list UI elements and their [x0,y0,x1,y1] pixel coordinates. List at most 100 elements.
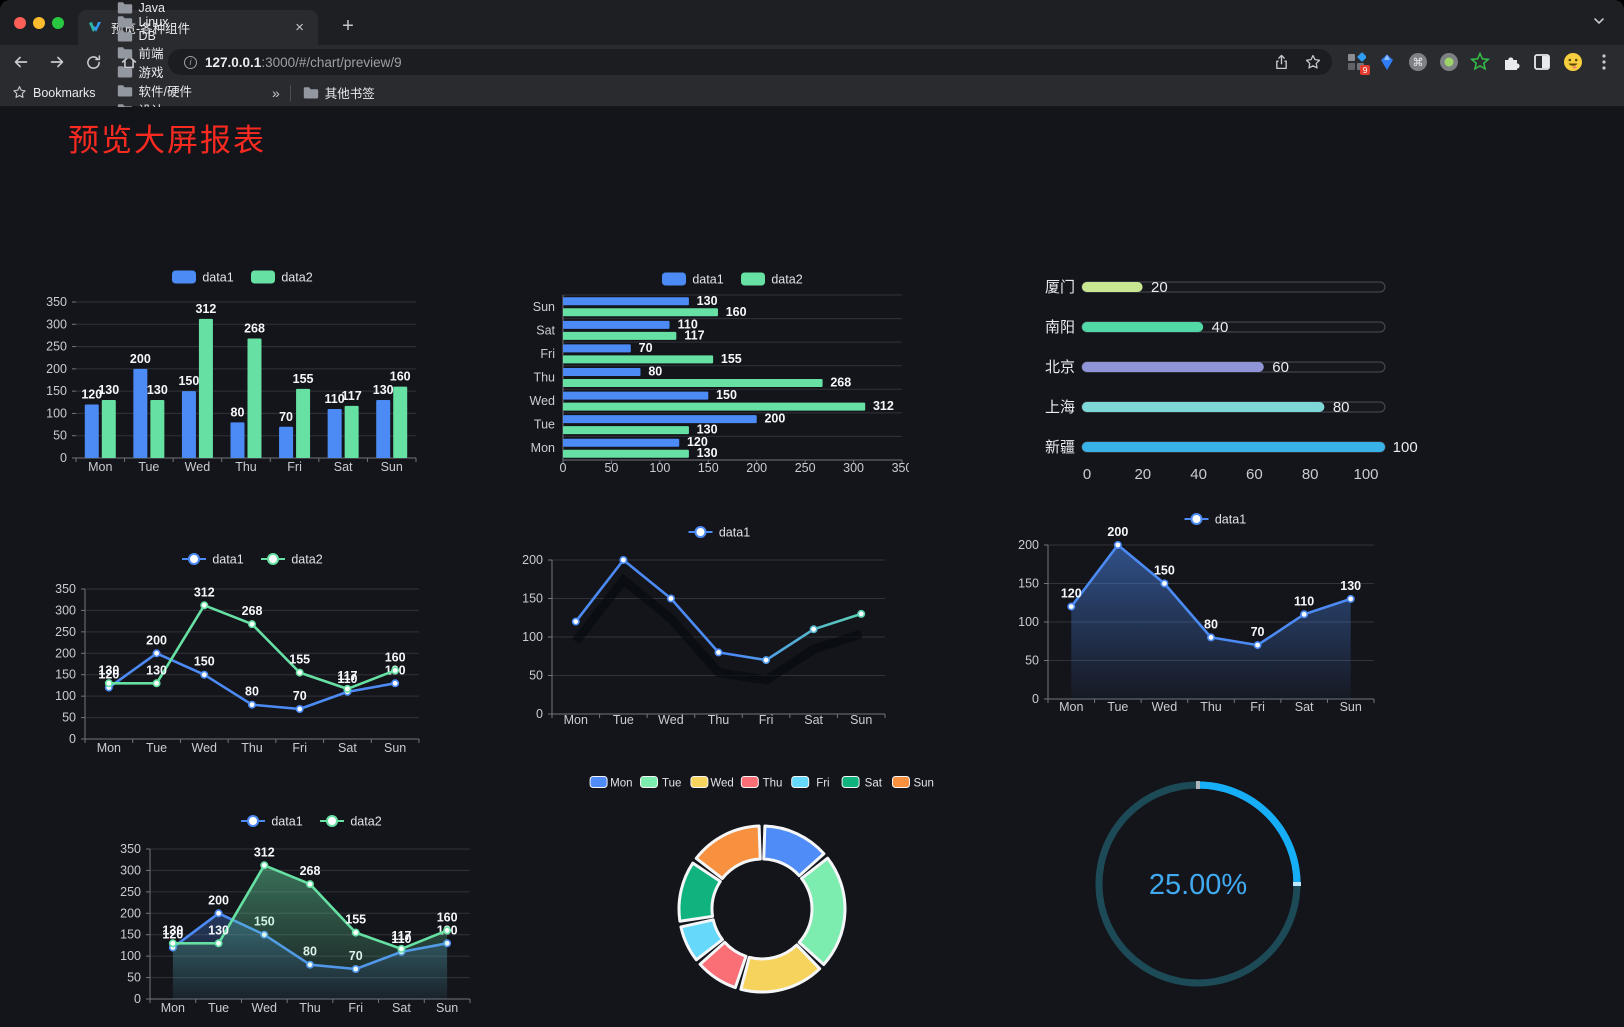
legend-item[interactable]: data1 [241,815,303,829]
extension-green-dot-icon[interactable] [1439,52,1459,72]
legend-item[interactable]: data1 [688,526,751,540]
legend-item[interactable]: data2 [251,270,313,285]
legend-item[interactable]: Tue [640,776,682,790]
forward-button[interactable] [42,48,72,76]
legend-item[interactable]: Wed [690,776,734,790]
legend-item[interactable]: data2 [320,815,382,829]
extension-puzzle-icon[interactable] [1501,52,1521,72]
chart-area-line-double[interactable]: data1 data2 0 50 100 150 200 250 300 350 Mon Tue Wed… [110,807,502,1021]
chart-donut[interactable]: Mon Tue Wed Thu Fri Sat Sun [578,770,952,1004]
line-series-data1[interactable]: 120 200 150 80 70 110 130 [1061,525,1361,699]
line-series-data2[interactable]: 130 130 312 268 155 117 160 [162,845,458,999]
legend-item[interactable]: data2 [261,553,323,567]
legend-item[interactable]: data1 [172,270,234,285]
bookmark-star-icon[interactable] [1304,53,1322,71]
legend-item[interactable]: data1 [662,272,724,287]
svg-text:80: 80 [1204,617,1218,631]
svg-text:312: 312 [873,399,894,413]
chart-horizontal-bar[interactable]: data1 data2 0 50 100 150 200 250 300 350 Sun Sat Fri… [505,262,912,476]
svg-text:Wed: Wed [185,460,211,474]
svg-text:60: 60 [1272,359,1289,376]
folder-icon [117,46,132,58]
window-close-button[interactable] [14,17,26,29]
tab-search-chevron-icon[interactable] [1592,14,1606,28]
bookmark-item[interactable]: Linux [117,15,249,29]
donut-slice-Sat[interactable] [677,861,722,923]
donut-slice-Thu[interactable] [698,940,748,990]
back-button[interactable] [6,48,36,76]
bar-series-data1[interactable]: 120 200 150 80 70 110 130 [81,352,394,458]
legend-item[interactable]: data1 [182,553,244,567]
extension-emoji-icon[interactable] [1563,52,1583,72]
extension-green-star-icon[interactable] [1469,51,1491,72]
extension-command-icon[interactable]: ⌘ [1408,52,1428,72]
bookmarks-label: Bookmarks [33,85,96,100]
bookmark-item[interactable]: 前端 [117,43,249,62]
share-icon[interactable] [1273,53,1290,71]
browser-menu-icon[interactable] [1594,52,1614,72]
legend-item[interactable]: Sat [841,776,883,790]
bar-series-data2[interactable]: 160 117 155 268 312 130 130 [563,305,894,460]
tab-strip: 预览-各种组件 × + [0,0,1624,45]
donut-slice-Wed[interactable] [739,943,822,994]
line-series-data1[interactable]: 120 200 150 80 70 110 130 [98,633,406,714]
svg-text:Sun: Sun [1340,700,1362,714]
other-bookmarks[interactable]: 其他书签 [303,83,375,102]
svg-text:250: 250 [46,340,67,354]
site-info-icon[interactable]: i [184,55,197,69]
chart-grouped-bar[interactable]: data1 data2 0 50 100 150 200 250 300 350 Mon Tue Wed… [40,259,432,485]
donut-slice-Fri[interactable] [679,918,724,962]
bar-series-data1[interactable]: 130 110 70 80 150 200 120 [563,294,785,449]
chart-area-line-single[interactable]: data1 0 50 100 150 200 Mon Tue Wed Thu Fri Sat Sun 12… [1000,507,1392,721]
svg-text:200: 200 [46,362,67,376]
bookmark-item[interactable]: 软件/硬件 [117,81,249,100]
window-minimize-button[interactable] [33,17,45,29]
svg-text:Tue: Tue [534,418,555,432]
extension-dark-mode-icon[interactable] [1532,52,1552,72]
reload-button[interactable] [78,48,108,76]
svg-text:Wed: Wed [192,741,218,755]
bookmarks-overflow-chevron[interactable]: » [271,84,280,101]
axes: 0 50 100 150 200 250 300 350 Mon Tue Wed Thu Fri Sat S… [46,295,417,474]
legend-item[interactable]: Mon [589,776,632,790]
donut-slice-Mon[interactable] [762,824,826,878]
bookmark-item[interactable]: Java [117,1,249,15]
chart-gauge[interactable]: 25.00% [1088,774,1312,994]
progress-fill [1082,402,1325,412]
svg-text:上海: 上海 [1045,399,1075,416]
svg-text:300: 300 [46,317,67,331]
chart-gradient-line[interactable]: data1 0 50 100 150 200 Mon Tue Wed Thu Fri Sat Sun [505,522,905,734]
address-bar[interactable]: i 127.0.0.1:3000/#/chart/preview/9 [168,49,1332,75]
svg-text:80: 80 [231,405,245,419]
legend-item[interactable]: Sun [892,776,934,790]
donut-slice-Tue[interactable] [797,856,847,966]
window-maximize-button[interactable] [52,17,64,29]
new-tab-button[interactable]: + [342,15,354,37]
legend-item[interactable]: data2 [741,272,803,287]
svg-text:data1: data1 [692,273,723,287]
svg-text:0: 0 [69,732,76,746]
legend-item[interactable]: Fri [791,776,830,790]
extension-tab-manager-icon[interactable]: 9 [1346,52,1370,75]
extension-gem-icon[interactable] [1377,52,1397,72]
bookmark-item[interactable]: 游戏 [117,62,249,81]
donut-slices[interactable] [677,824,847,994]
chart-two-line[interactable]: data1 data2 0 50 100 150 200 250 300 350 Mon Tue Wed… [45,547,442,761]
svg-text:70: 70 [1251,625,1265,639]
bar-series-data2[interactable]: 130 130 312 268 155 117 160 [98,302,411,458]
svg-text:Sat: Sat [804,713,823,727]
legend-item[interactable]: data1 [1184,513,1247,527]
line-series-data2[interactable]: 130 130 312 268 155 117 160 [98,585,406,693]
donut-slice-Sun[interactable] [694,824,762,880]
gauge-value-text: 25.00% [1149,869,1247,901]
chart-city-progress[interactable]: 厦门 20 南阳 40 北京 60 上海 80 新疆 100 0 20 40 60 80 100 [1000,262,1430,494]
svg-text:117: 117 [337,669,357,683]
legend-item[interactable]: Thu [740,776,782,790]
svg-text:Mon: Mon [161,1001,185,1015]
svg-text:Mon: Mon [1059,700,1083,714]
tab-close-icon[interactable]: × [295,19,304,36]
bookmarks-root[interactable]: Bookmarks [12,85,96,100]
svg-text:40: 40 [1190,466,1207,483]
bookmark-item[interactable]: DB [117,29,249,43]
line-series-data1[interactable] [571,555,866,685]
